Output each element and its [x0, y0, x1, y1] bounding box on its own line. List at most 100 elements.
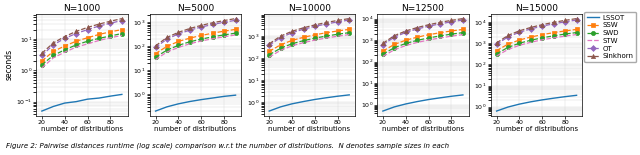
OT [163, 38, 171, 40]
Line: SSW: SSW [267, 27, 351, 53]
STW [390, 49, 398, 51]
LSSOT [38, 110, 45, 112]
LSSOT [277, 106, 285, 108]
OT [402, 31, 410, 33]
Line: SWD: SWD [495, 30, 579, 56]
LSSOT [220, 95, 228, 97]
OT [550, 23, 557, 25]
Line: SWD: SWD [40, 31, 124, 67]
SWD [175, 44, 182, 46]
STW [493, 55, 500, 57]
Title: N=12500: N=12500 [401, 4, 444, 13]
Line: STW: STW [269, 35, 349, 57]
STW [197, 40, 205, 42]
Line: OT: OT [381, 18, 465, 47]
OT [152, 46, 159, 48]
OT [38, 54, 45, 56]
Sinkhorn [550, 21, 557, 23]
SWD [209, 36, 216, 38]
OT [538, 25, 546, 27]
LSSOT [49, 106, 57, 107]
STW [323, 37, 330, 39]
Line: SSW: SSW [381, 27, 465, 53]
OT [436, 23, 444, 25]
Sinkhorn [277, 35, 285, 37]
SWD [527, 39, 534, 41]
X-axis label: number of distributions: number of distributions [382, 126, 464, 132]
OT [84, 29, 92, 31]
SSW [436, 32, 444, 34]
OT [425, 25, 433, 27]
LSSOT [447, 95, 455, 97]
SWD [311, 37, 319, 39]
SSW [186, 37, 194, 39]
Sinkhorn [346, 18, 353, 20]
Line: LSSOT: LSSOT [497, 95, 577, 111]
X-axis label: number of distributions: number of distributions [41, 126, 123, 132]
SSW [311, 34, 319, 36]
OT [504, 36, 512, 38]
Sinkhorn [402, 30, 410, 32]
SWD [152, 56, 159, 58]
LSSOT [152, 110, 159, 112]
Sinkhorn [232, 18, 239, 20]
STW [175, 46, 182, 48]
SSW [197, 35, 205, 36]
Sinkhorn [493, 42, 500, 44]
OT [61, 37, 68, 39]
SWD [38, 64, 45, 66]
SWD [550, 35, 557, 37]
Sinkhorn [209, 22, 216, 24]
OT [573, 19, 580, 21]
Sinkhorn [300, 27, 307, 29]
OT [334, 21, 342, 23]
Sinkhorn [311, 24, 319, 26]
Title: N=15000: N=15000 [515, 4, 558, 13]
LSSOT [493, 110, 500, 112]
Line: LSSOT: LSSOT [156, 95, 236, 111]
OT [288, 32, 296, 34]
SWD [197, 38, 205, 40]
OT [107, 22, 115, 24]
OT [197, 26, 205, 28]
SSW [516, 39, 524, 41]
SSW [379, 50, 387, 52]
OT [95, 25, 103, 27]
LSSOT [266, 110, 273, 112]
Sinkhorn [379, 42, 387, 44]
Sinkhorn [447, 19, 455, 21]
LSSOT [504, 106, 512, 108]
OT [447, 21, 455, 23]
SSW [61, 45, 68, 47]
SSW [84, 37, 92, 39]
STW [209, 38, 216, 40]
SWD [459, 32, 467, 33]
Line: LSSOT: LSSOT [383, 95, 463, 111]
OT [516, 31, 524, 33]
STW [163, 51, 171, 53]
SWD [49, 54, 57, 56]
Title: N=1000: N=1000 [63, 4, 100, 13]
SSW [163, 45, 171, 47]
SWD [447, 33, 455, 35]
STW [436, 37, 444, 39]
LSSOT [300, 101, 307, 102]
Sinkhorn [152, 45, 159, 47]
SSW [323, 32, 330, 34]
LSSOT [61, 102, 68, 104]
SSW [447, 30, 455, 32]
SSW [152, 53, 159, 55]
OT [175, 33, 182, 35]
SWD [413, 39, 421, 41]
SSW [175, 40, 182, 42]
STW [38, 67, 45, 69]
SWD [163, 49, 171, 51]
STW [311, 39, 319, 41]
SWD [84, 40, 92, 42]
LSSOT [379, 110, 387, 112]
OT [232, 19, 239, 21]
STW [84, 43, 92, 45]
LSSOT [175, 103, 182, 105]
STW [379, 55, 387, 57]
Line: LSSOT: LSSOT [269, 95, 349, 111]
